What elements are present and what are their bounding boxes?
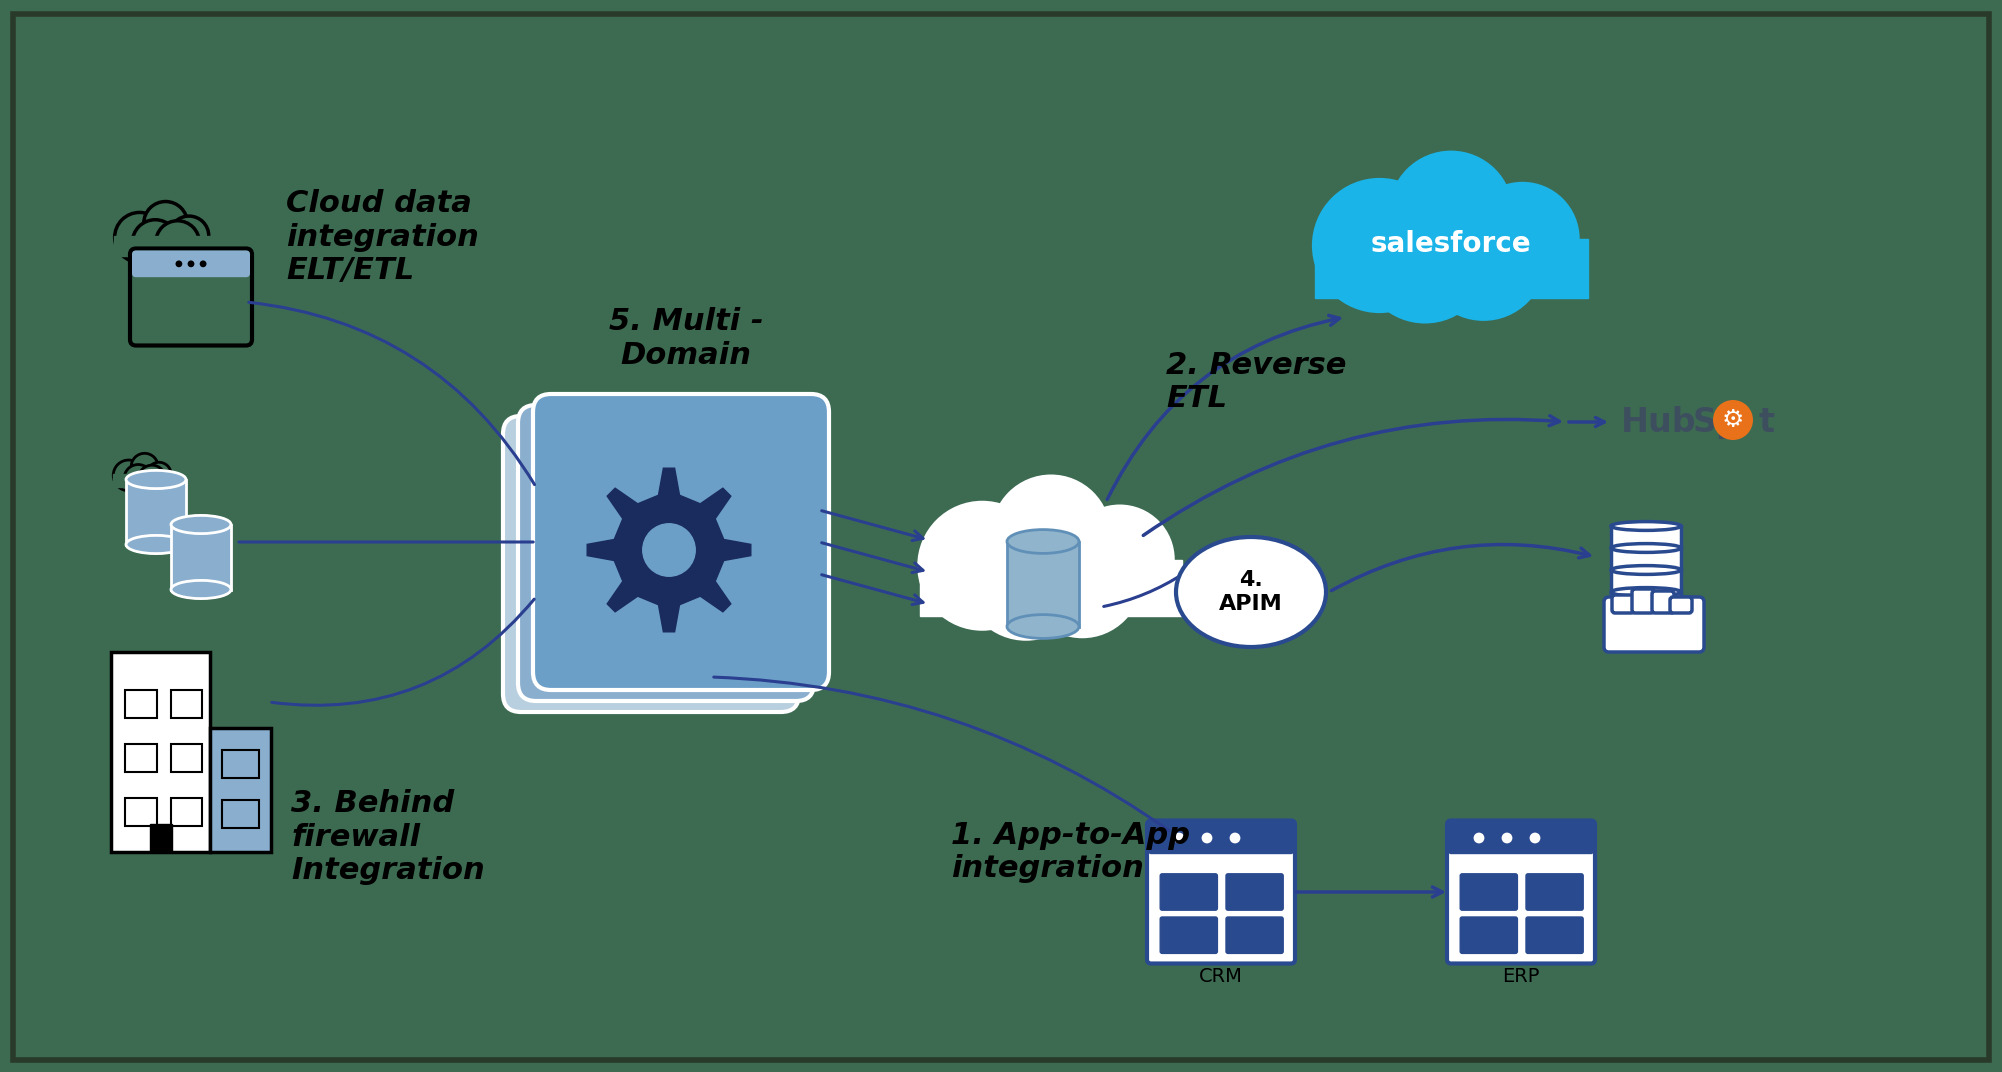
FancyBboxPatch shape (1670, 597, 1692, 613)
FancyBboxPatch shape (519, 405, 815, 701)
Circle shape (132, 220, 178, 266)
Ellipse shape (126, 535, 186, 553)
Bar (170, 744, 202, 772)
FancyBboxPatch shape (1225, 917, 1283, 953)
Bar (222, 750, 258, 778)
Circle shape (1311, 178, 1447, 313)
Bar (110, 652, 210, 852)
Circle shape (114, 460, 144, 491)
FancyBboxPatch shape (1459, 917, 1518, 953)
Ellipse shape (1612, 587, 1682, 596)
FancyBboxPatch shape (1604, 597, 1704, 652)
FancyBboxPatch shape (1149, 822, 1293, 853)
FancyBboxPatch shape (112, 475, 174, 487)
FancyBboxPatch shape (1459, 874, 1518, 910)
Bar (1612, 592, 1682, 614)
Ellipse shape (170, 516, 230, 534)
Bar (170, 690, 202, 718)
Circle shape (1023, 518, 1143, 638)
Bar (1612, 570, 1682, 592)
Bar (124, 798, 156, 827)
FancyBboxPatch shape (503, 416, 799, 712)
Circle shape (132, 453, 158, 480)
Circle shape (1714, 400, 1754, 440)
Circle shape (1421, 196, 1546, 321)
Text: salesforce: salesforce (1371, 230, 1532, 258)
Text: t: t (1760, 405, 1776, 438)
FancyBboxPatch shape (1526, 917, 1584, 953)
Text: ERP: ERP (1502, 968, 1540, 986)
Bar (170, 798, 202, 827)
Bar (124, 744, 156, 772)
FancyBboxPatch shape (1447, 820, 1596, 964)
FancyBboxPatch shape (1225, 874, 1283, 910)
Circle shape (138, 465, 166, 492)
Circle shape (144, 202, 188, 245)
FancyBboxPatch shape (1315, 239, 1588, 298)
FancyBboxPatch shape (533, 394, 829, 690)
Circle shape (1065, 505, 1175, 614)
Circle shape (917, 501, 1047, 630)
Circle shape (1530, 833, 1540, 844)
Ellipse shape (1612, 544, 1682, 552)
FancyBboxPatch shape (1632, 589, 1654, 613)
FancyBboxPatch shape (132, 251, 250, 278)
Ellipse shape (1612, 566, 1682, 575)
Text: Hub: Hub (1622, 405, 1696, 438)
Text: Sp: Sp (1694, 405, 1742, 438)
Bar (1007, 541, 1079, 626)
Bar (126, 479, 186, 545)
Circle shape (176, 260, 182, 267)
Text: ⚙: ⚙ (1722, 408, 1744, 432)
Bar (1612, 548, 1682, 570)
Bar (222, 800, 258, 828)
Ellipse shape (1612, 522, 1682, 531)
FancyBboxPatch shape (1449, 822, 1594, 853)
Circle shape (1173, 833, 1185, 844)
FancyBboxPatch shape (1652, 591, 1674, 613)
Bar (210, 728, 270, 852)
Text: 2. Reverse
ETL: 2. Reverse ETL (1165, 351, 1347, 414)
Bar (1612, 526, 1682, 548)
Circle shape (991, 475, 1111, 595)
Text: CRM: CRM (1199, 968, 1243, 986)
Circle shape (170, 217, 208, 255)
Circle shape (156, 221, 200, 265)
FancyBboxPatch shape (919, 560, 1183, 615)
Circle shape (1502, 833, 1512, 844)
Circle shape (1465, 182, 1580, 296)
Bar (170, 524, 230, 590)
Text: 5. Multi -
Domain: 5. Multi - Domain (609, 308, 763, 370)
Circle shape (1473, 833, 1483, 844)
Circle shape (188, 260, 194, 267)
Ellipse shape (1007, 614, 1079, 639)
Polygon shape (587, 468, 751, 631)
Circle shape (643, 524, 695, 577)
Circle shape (1201, 833, 1213, 844)
Circle shape (200, 260, 206, 267)
FancyBboxPatch shape (114, 236, 212, 255)
Circle shape (114, 212, 164, 263)
FancyBboxPatch shape (1147, 820, 1295, 964)
FancyBboxPatch shape (1612, 595, 1634, 613)
Ellipse shape (170, 580, 230, 598)
Text: 1. App-to-App
integration: 1. App-to-App integration (951, 821, 1189, 883)
Bar (150, 824, 172, 852)
Circle shape (963, 516, 1089, 641)
Circle shape (1359, 194, 1489, 324)
Text: Cloud data
integration
ELT/ETL: Cloud data integration ELT/ETL (286, 189, 478, 285)
FancyBboxPatch shape (1161, 874, 1217, 910)
Circle shape (146, 462, 170, 487)
FancyBboxPatch shape (1161, 917, 1217, 953)
Ellipse shape (1007, 530, 1079, 553)
Ellipse shape (1175, 537, 1325, 647)
Circle shape (124, 464, 152, 493)
FancyBboxPatch shape (1526, 874, 1584, 910)
Bar (124, 690, 156, 718)
Text: 3. Behind
firewall
Integration: 3. Behind firewall Integration (290, 789, 484, 885)
Ellipse shape (126, 471, 186, 489)
Circle shape (1389, 150, 1514, 276)
Circle shape (1229, 833, 1241, 844)
Text: 4.
APIM: 4. APIM (1219, 570, 1283, 613)
